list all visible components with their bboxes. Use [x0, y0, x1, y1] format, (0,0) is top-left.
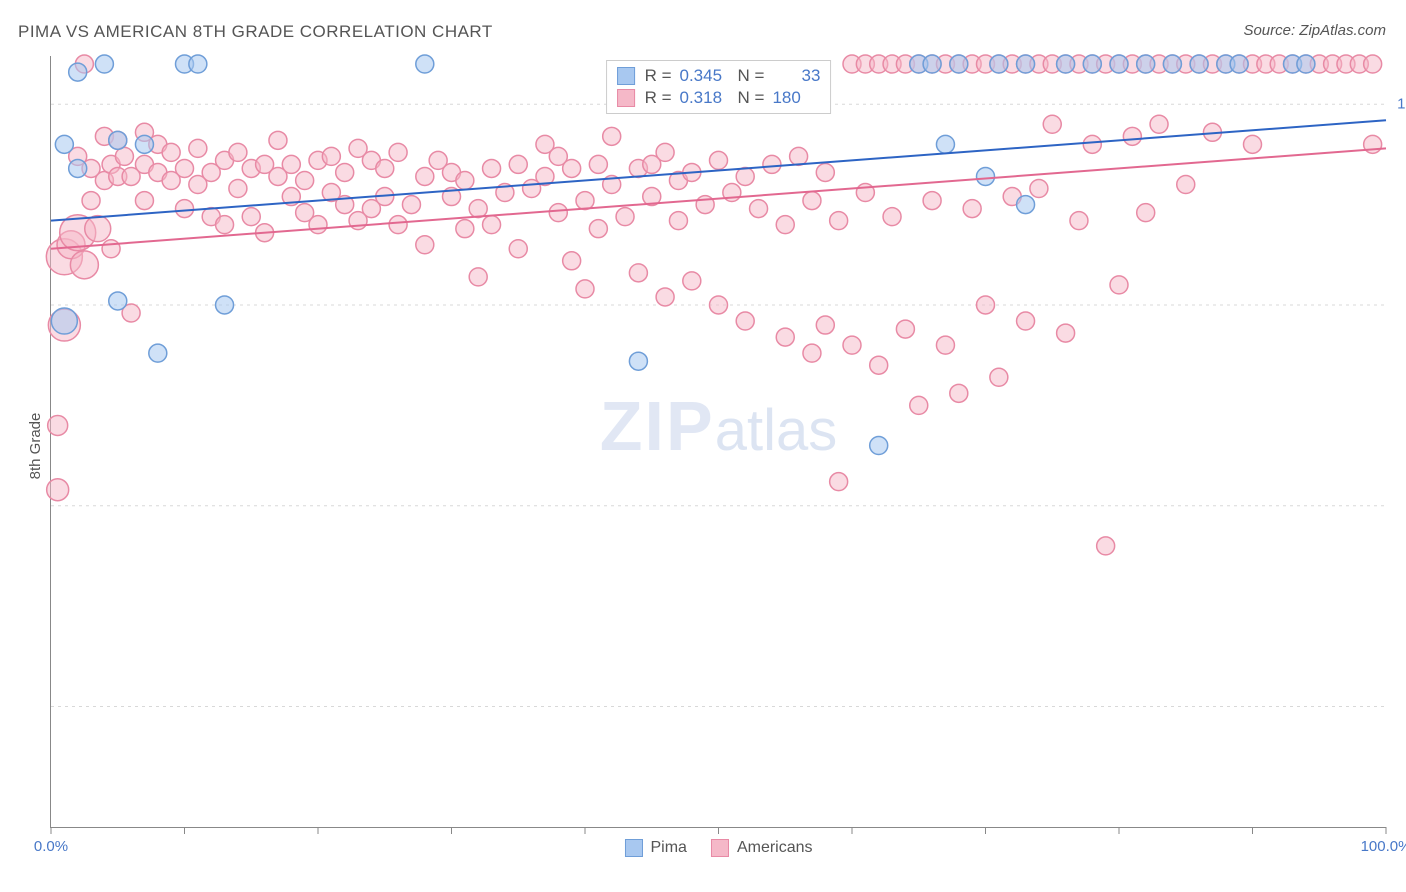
americans-swatch-icon	[711, 839, 729, 857]
pima-r-value: 0.345	[680, 65, 728, 87]
plot-area: ZIPatlas R = 0.345 N = 33 R = 0.318 N = …	[50, 56, 1386, 828]
series-legend: Pima Americans	[624, 839, 812, 857]
chart-container: PIMA VS AMERICAN 8TH GRADE CORRELATION C…	[0, 0, 1406, 892]
legend-label: Americans	[737, 839, 813, 857]
x-tick-label: 0.0%	[34, 838, 68, 855]
x-tick-label: 100.0%	[1361, 838, 1406, 855]
pima-swatch-icon	[624, 839, 642, 857]
legend-item-americans: Americans	[711, 839, 813, 857]
legend-row-americans: R = 0.318 N = 180	[617, 87, 821, 109]
n-label: N =	[738, 87, 765, 109]
r-label: R =	[645, 87, 672, 109]
americans-r-value: 0.318	[680, 87, 728, 109]
correlation-legend: R = 0.345 N = 33 R = 0.318 N = 180	[606, 60, 832, 114]
legend-label: Pima	[650, 839, 686, 857]
source-attribution: Source: ZipAtlas.com	[1243, 22, 1386, 39]
pima-swatch-icon	[617, 67, 635, 85]
americans-n-value: 180	[772, 87, 820, 109]
r-label: R =	[645, 65, 672, 87]
legend-item-pima: Pima	[624, 839, 686, 857]
chart-title: PIMA VS AMERICAN 8TH GRADE CORRELATION C…	[18, 22, 493, 42]
pima-n-value: 33	[772, 65, 820, 87]
americans-swatch-icon	[617, 89, 635, 107]
chart-svg	[51, 56, 1386, 827]
y-tick-label: 100.0%	[1397, 96, 1406, 113]
y-axis-label: 8th Grade	[27, 413, 44, 480]
legend-row-pima: R = 0.345 N = 33	[617, 65, 821, 87]
n-label: N =	[738, 65, 765, 87]
